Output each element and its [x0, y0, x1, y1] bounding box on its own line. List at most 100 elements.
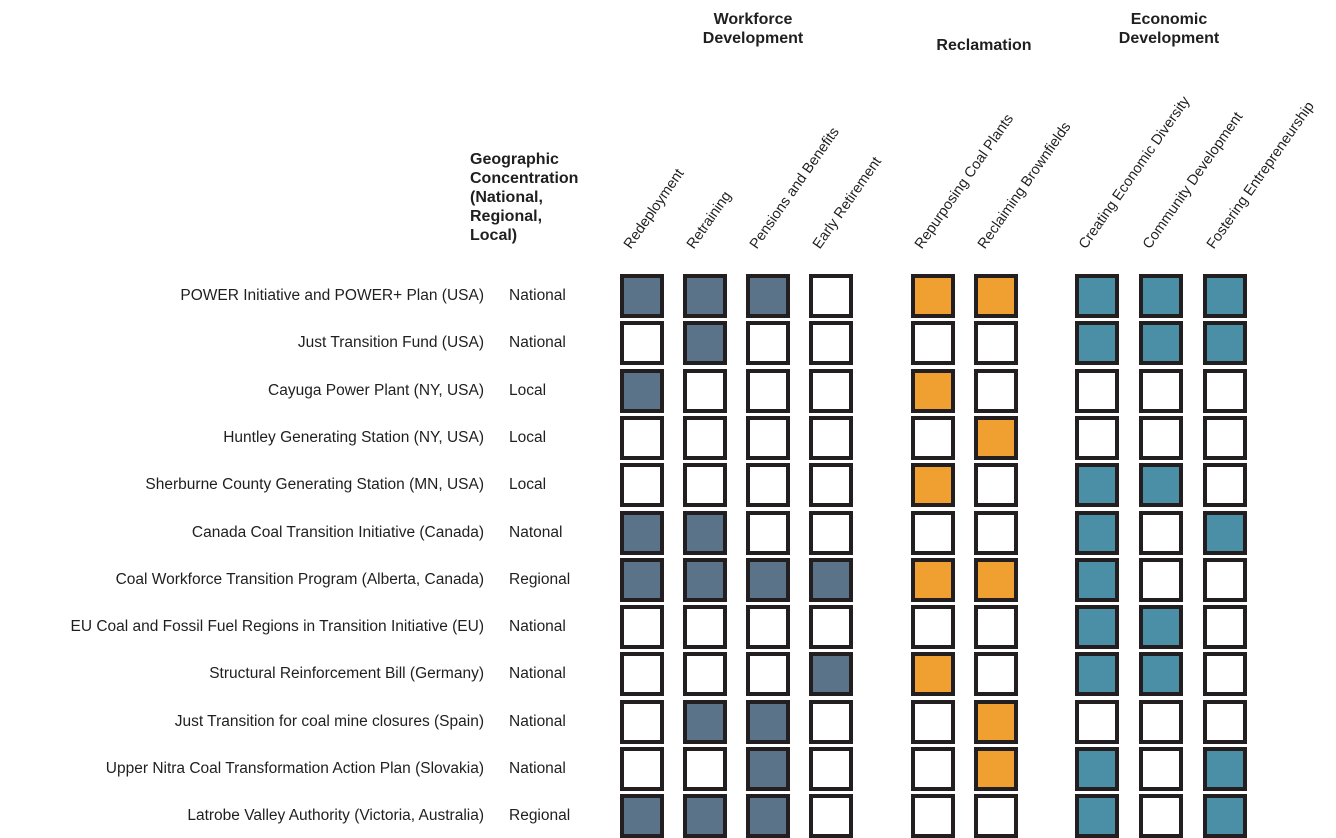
empty-cell — [746, 510, 790, 555]
geographic-concentration-value: National — [509, 712, 566, 730]
empty-cell — [1139, 699, 1183, 744]
column-label-redeployment: Redeployment — [620, 166, 688, 252]
geographic-concentration-value: Local — [509, 476, 547, 494]
empty-cell — [1139, 794, 1183, 838]
filled-cell — [683, 794, 727, 838]
group-title-reclamation: Reclamation — [936, 37, 1032, 54]
filled-cell — [746, 557, 790, 602]
program-name: Canada Coal Transition Initiative (Canad… — [191, 523, 484, 541]
filled-cell — [1139, 605, 1183, 650]
program-name: Huntley Generating Station (NY, USA) — [223, 428, 484, 446]
empty-cell — [809, 794, 853, 838]
empty-cell — [911, 794, 955, 838]
empty-cell — [1139, 747, 1183, 791]
program-name: Just Transition Fund (USA) — [297, 334, 484, 352]
filled-cell — [1075, 274, 1119, 318]
filled-cell — [620, 274, 664, 318]
geographic-concentration-value: Local — [509, 428, 547, 446]
empty-cell — [1203, 699, 1247, 744]
program-name: Just Transition for coal mine closures (… — [174, 712, 484, 730]
empty-cell — [1075, 415, 1119, 460]
filled-cell — [683, 510, 727, 555]
empty-cell — [620, 321, 664, 366]
filled-cell — [809, 557, 853, 602]
empty-cell — [911, 699, 955, 744]
empty-cell — [974, 510, 1018, 555]
empty-cell — [1203, 652, 1247, 697]
empty-cell — [911, 510, 955, 555]
filled-cell — [746, 274, 790, 318]
empty-cell — [911, 605, 955, 650]
program-name: EU Coal and Fossil Fuel Regions in Trans… — [70, 618, 484, 636]
filled-cell — [911, 368, 955, 413]
empty-cell — [809, 699, 853, 744]
geographic-concentration-value: Natonal — [509, 523, 563, 541]
empty-cell — [809, 463, 853, 508]
filled-cell — [683, 274, 727, 318]
empty-cell — [809, 747, 853, 791]
filled-cell — [974, 747, 1018, 791]
empty-cell — [974, 463, 1018, 508]
empty-cell — [1139, 510, 1183, 555]
filled-cell — [911, 274, 955, 318]
empty-cell — [809, 321, 853, 366]
filled-cell — [620, 557, 664, 602]
filled-cell — [1139, 463, 1183, 508]
filled-cell — [1203, 321, 1247, 366]
empty-cell — [974, 321, 1018, 366]
filled-cell — [974, 415, 1018, 460]
column-label-creating-economic-diversity: Creating Economic Diversity — [1075, 93, 1194, 253]
program-name: Upper Nitra Coal Transformation Action P… — [105, 760, 484, 777]
empty-cell — [1075, 368, 1119, 413]
filled-cell — [1139, 321, 1183, 366]
empty-cell — [683, 652, 727, 697]
empty-cell — [1203, 415, 1247, 460]
program-name: Cayuga Power Plant (NY, USA) — [268, 381, 484, 399]
empty-cell — [809, 368, 853, 413]
geographic-concentration-value: National — [509, 618, 566, 636]
program-name: Sherburne County Generating Station (MN,… — [145, 476, 484, 494]
filled-cell — [1075, 321, 1119, 366]
empty-cell — [1139, 557, 1183, 602]
empty-cell — [974, 794, 1018, 838]
filled-cell — [1075, 652, 1119, 697]
geographic-concentration-value: National — [509, 334, 566, 352]
filled-cell — [683, 557, 727, 602]
filled-cell — [911, 557, 955, 602]
empty-cell — [620, 415, 664, 460]
empty-cell — [809, 510, 853, 555]
filled-cell — [1203, 274, 1247, 318]
column-label-early-retirement: Early Retirement — [809, 154, 885, 252]
group-title-workforce-development: Workforce Development — [702, 11, 804, 47]
empty-cell — [974, 605, 1018, 650]
empty-cell — [683, 415, 727, 460]
empty-cell — [974, 368, 1018, 413]
empty-cell — [1139, 415, 1183, 460]
filled-cell — [746, 747, 790, 791]
filled-cell — [683, 699, 727, 744]
filled-cell — [1075, 605, 1119, 650]
empty-cell — [911, 747, 955, 791]
empty-cell — [746, 368, 790, 413]
empty-cell — [683, 368, 727, 413]
geographic-concentration-value: National — [509, 287, 566, 304]
filled-cell — [1139, 274, 1183, 318]
geographic-concentration-value: National — [509, 665, 566, 683]
empty-cell — [620, 463, 664, 508]
geographic-concentration-value: Regional — [509, 570, 571, 588]
geographic-concentration-heading: Geographic Concentration (National, Regi… — [470, 151, 579, 244]
empty-cell — [809, 415, 853, 460]
empty-cell — [620, 652, 664, 697]
empty-cell — [809, 274, 853, 318]
empty-cell — [1075, 699, 1119, 744]
filled-cell — [1203, 510, 1247, 555]
filled-cell — [746, 794, 790, 838]
empty-cell — [746, 605, 790, 650]
empty-cell — [683, 463, 727, 508]
program-name: POWER Initiative and POWER+ Plan (USA) — [180, 287, 484, 304]
filled-cell — [1075, 510, 1119, 555]
geographic-concentration-value: Local — [509, 381, 547, 399]
filled-cell — [620, 510, 664, 555]
empty-cell — [1139, 368, 1183, 413]
filled-cell — [1139, 652, 1183, 697]
